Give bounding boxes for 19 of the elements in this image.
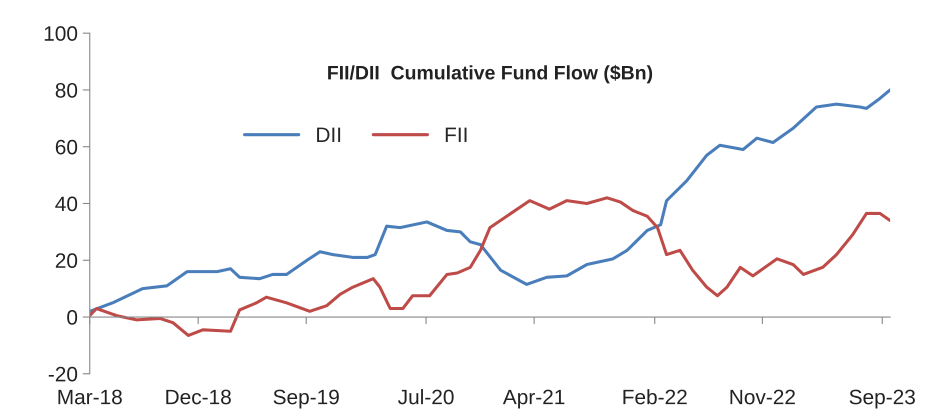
- x-tick-label: Nov-22: [730, 390, 795, 404]
- legend-label: DII: [317, 128, 340, 142]
- line-series: [90, 88, 890, 313]
- legend-label: FII: [446, 128, 466, 142]
- y-tick-label: 20: [56, 253, 78, 268]
- y-tick-label: 100: [44, 26, 78, 41]
- y-tick-label: 40: [55, 196, 78, 212]
- x-tick-label: Jul-20: [398, 389, 454, 404]
- y-tick-label: 60: [56, 140, 78, 154]
- text: FII/DII Cumulative Fund Flow ($Bn): [328, 64, 652, 84]
- x-tick-label: Mar-18: [58, 390, 122, 404]
- x-tick-label: Apr-21: [502, 390, 564, 408]
- x-tick-label: Sep-23: [850, 390, 915, 408]
- x-tick-label: Feb-22: [623, 389, 687, 404]
- y-tick-label: 0: [67, 310, 78, 325]
- y-tick-label: 80: [56, 82, 78, 98]
- x-tick-label: Dec-18: [166, 390, 231, 404]
- x-tick-label: Sep-19: [274, 390, 339, 408]
- y-tick-label: -20: [48, 366, 78, 382]
